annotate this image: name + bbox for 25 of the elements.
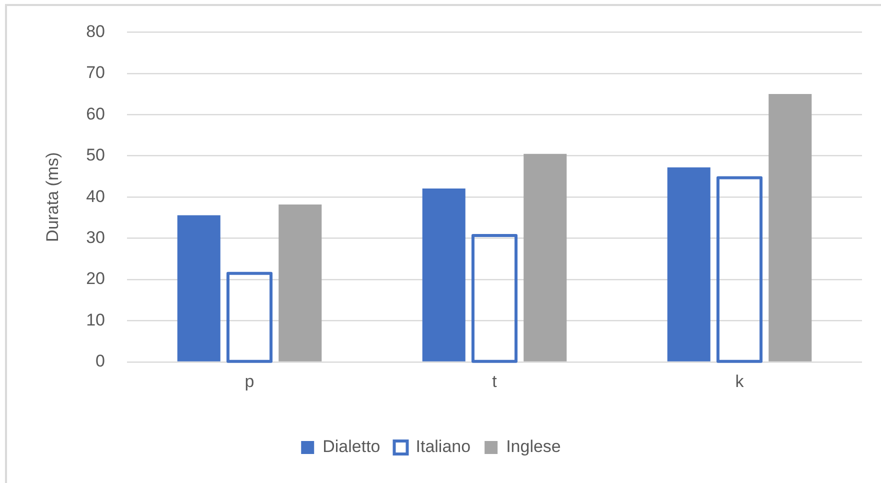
y-tick-label: 20 [86, 269, 105, 288]
y-tick-label: 70 [86, 63, 105, 82]
bar [422, 188, 466, 362]
y-tick-label: 10 [86, 310, 105, 330]
y-axis-title: Durata (ms) [42, 152, 62, 242]
x-tick-label: p [244, 372, 254, 391]
legend-label: Inglese [506, 437, 561, 456]
bar [177, 215, 220, 362]
bar [471, 234, 518, 363]
bar [716, 176, 763, 363]
y-tick-label: 0 [96, 352, 105, 371]
bar [278, 204, 322, 362]
x-tick-label: t [492, 372, 498, 391]
x-tick-label: k [735, 372, 744, 391]
y-tick-label: 80 [86, 22, 105, 41]
bar [667, 167, 710, 362]
legend-label: Dialetto [322, 437, 380, 456]
y-tick-label: 50 [86, 146, 105, 165]
y-tick-label: 60 [86, 104, 105, 124]
bar [768, 94, 812, 362]
y-tick-label: 30 [86, 228, 105, 248]
bar [524, 154, 567, 362]
y-tick-label: 40 [86, 186, 105, 206]
bar [226, 272, 273, 363]
legend-label: Italiano [416, 437, 471, 456]
